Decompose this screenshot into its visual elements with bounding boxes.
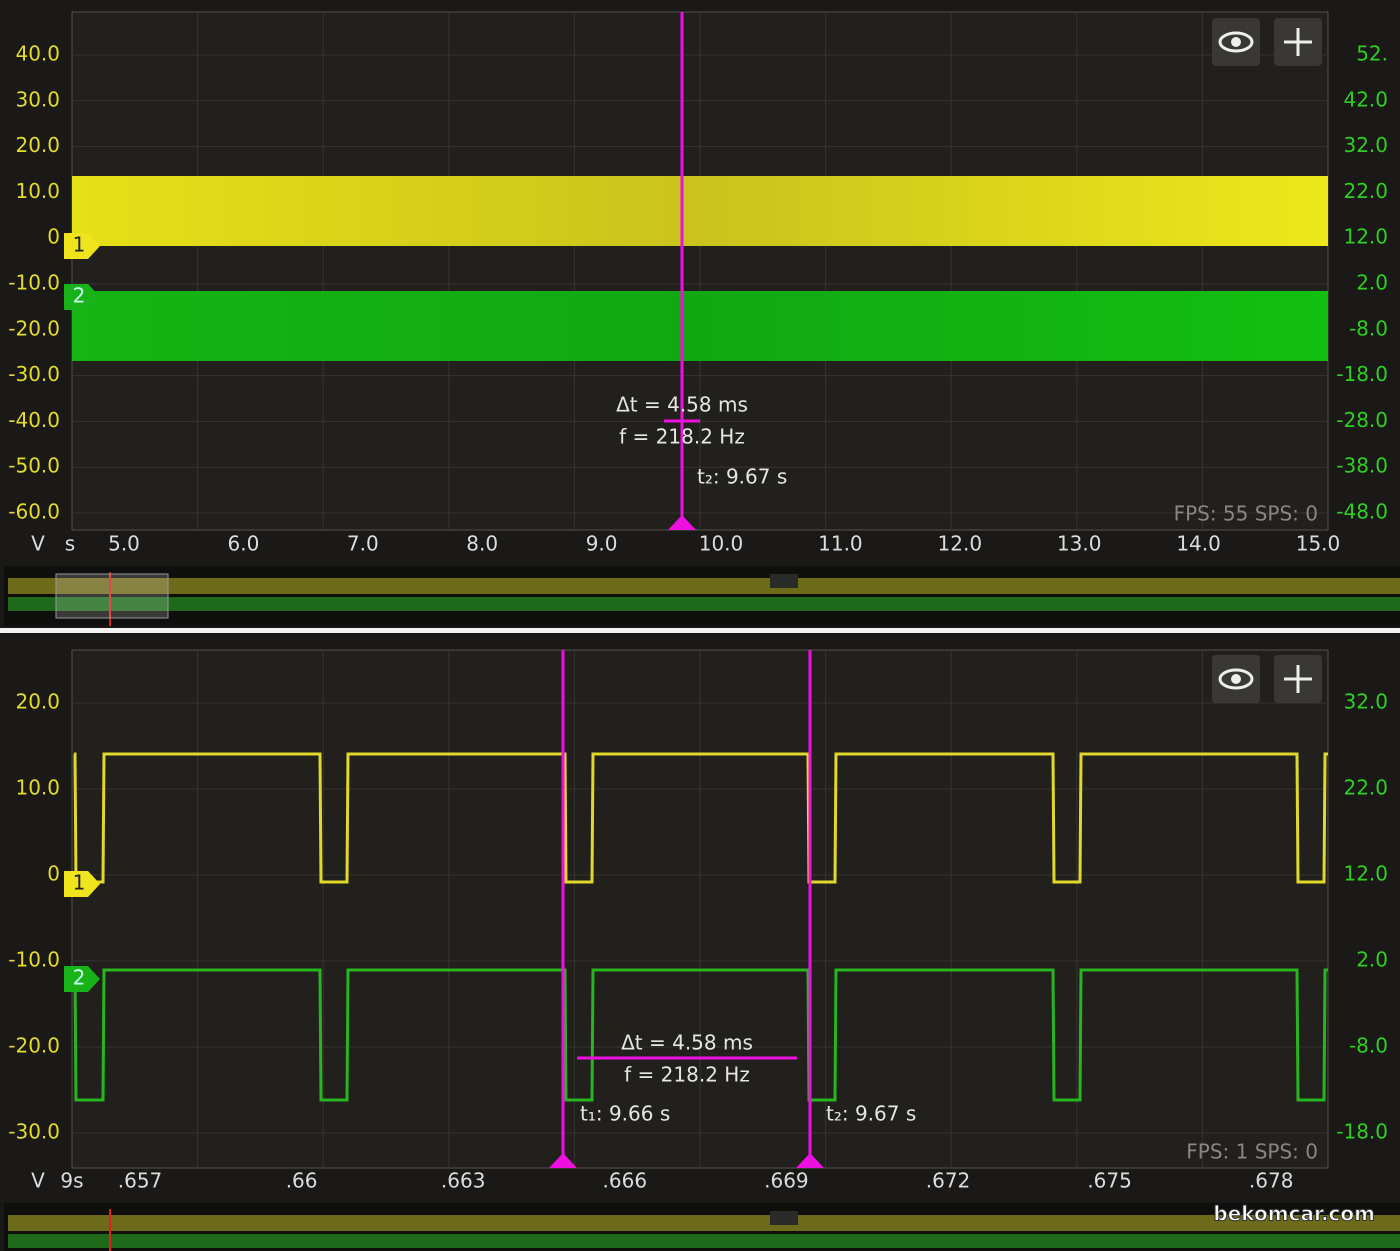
left-tick-label: 20.0 <box>15 690 60 714</box>
left-tick-label: 0 <box>47 862 60 886</box>
left-tick-label: 10.0 <box>15 179 60 203</box>
overview-yellow <box>8 1215 1400 1231</box>
right-tick-label: -48.0 <box>1336 500 1388 524</box>
x-tick-label: 12.0 <box>938 532 983 556</box>
overview-strip[interactable] <box>4 566 1400 626</box>
right-tick-label: -28.0 <box>1336 408 1388 432</box>
status: FPS: 1 SPS: 0 <box>1186 1140 1318 1164</box>
x-tick-label: 9.0 <box>586 532 618 556</box>
plus-icon <box>1284 665 1312 693</box>
channel-marker[interactable] <box>64 284 100 310</box>
left-tick-label: 30.0 <box>15 87 60 111</box>
x-tick-label: 7.0 <box>347 532 379 556</box>
divider <box>0 628 1400 633</box>
right-tick-label: 32.0 <box>1343 133 1388 157</box>
overview-yellow <box>8 578 1400 594</box>
channel-2-trace <box>72 291 1328 361</box>
frequency: f = 218.2 Hz <box>624 1063 750 1087</box>
x-tick-label: 15.0 <box>1296 532 1341 556</box>
x-tick-label: 6.0 <box>227 532 259 556</box>
x-tick-label: .666 <box>603 1169 648 1193</box>
channel-2-trace <box>73 968 1328 1102</box>
left-tick-label: -10.0 <box>8 271 60 295</box>
x-tick-label: .663 <box>441 1169 486 1193</box>
left-tick-label: 10.0 <box>15 776 60 800</box>
channel-marker-label: 2 <box>73 284 86 308</box>
cursor-handle[interactable] <box>549 1153 577 1168</box>
overview-green <box>8 597 1400 611</box>
right-tick-label: 32.0 <box>1343 690 1388 714</box>
plus-icon <box>1284 28 1312 56</box>
eye-icon <box>1218 31 1254 53</box>
x-tick-label: .66 <box>286 1169 318 1193</box>
left-tick-label: -50.0 <box>8 454 60 478</box>
x-tick-label: 11.0 <box>818 532 863 556</box>
right-tick-label: 2.0 <box>1356 271 1388 295</box>
x-tick-label: .678 <box>1249 1169 1294 1193</box>
delta-t: Δt = 4.58 ms <box>621 1031 753 1055</box>
eye-icon <box>1231 37 1241 47</box>
left-tick-label: 40.0 <box>15 42 60 66</box>
delta-t: Δt = 4.58 ms <box>616 393 748 417</box>
right-tick-label: -8.0 <box>1349 1034 1388 1058</box>
channel-marker-label: 1 <box>73 233 86 257</box>
unit-label: s <box>65 532 75 556</box>
left-tick-label: 20.0 <box>15 133 60 157</box>
x-tick-label: .675 <box>1087 1169 1132 1193</box>
channel-1-trace <box>73 752 1328 884</box>
left-tick-label: -10.0 <box>8 948 60 972</box>
frequency: f = 218.2 Hz <box>619 425 745 449</box>
overview-marker <box>770 574 798 588</box>
channel-marker-label: 1 <box>73 871 86 895</box>
cursor-handle[interactable] <box>796 1153 824 1168</box>
right-tick-label: -38.0 <box>1336 454 1388 478</box>
channel-marker-label: 2 <box>73 966 86 990</box>
channel-marker[interactable] <box>64 871 100 897</box>
right-tick-label: -8.0 <box>1349 316 1388 340</box>
cursor-handle[interactable] <box>668 515 696 530</box>
right-tick-label: -18.0 <box>1336 362 1388 386</box>
overview-marker <box>770 1211 798 1225</box>
eye-icon <box>1231 674 1241 684</box>
cursor-time: t₂: 9.67 s <box>826 1102 916 1126</box>
unit-label: V <box>31 532 45 556</box>
left-tick-label: -40.0 <box>8 408 60 432</box>
x-tick-label: 13.0 <box>1057 532 1102 556</box>
x-tick-label: .669 <box>764 1169 809 1193</box>
channel-marker[interactable] <box>64 966 100 992</box>
left-tick-label: -20.0 <box>8 316 60 340</box>
left-tick-label: -60.0 <box>8 500 60 524</box>
x-tick-label: 5.0 <box>108 532 140 556</box>
x-tick-label: 10.0 <box>699 532 744 556</box>
eye-icon <box>1218 668 1254 690</box>
right-tick-label: 22.0 <box>1343 179 1388 203</box>
right-tick-label: 42.0 <box>1343 87 1388 111</box>
cursor-time: t₂: 9.67 s <box>697 465 787 489</box>
channel-1-trace <box>72 176 1328 246</box>
channel-marker[interactable] <box>64 233 100 259</box>
right-tick-label: 12.0 <box>1343 862 1388 886</box>
x-tick-label: 8.0 <box>466 532 498 556</box>
right-tick-label: 12.0 <box>1343 225 1388 249</box>
left-tick-label: -20.0 <box>8 1034 60 1058</box>
right-tick-label: 2.0 <box>1356 948 1388 972</box>
right-tick-label: 52. <box>1356 42 1388 66</box>
x-tick-label: .657 <box>118 1169 163 1193</box>
right-tick-label: 22.0 <box>1343 776 1388 800</box>
left-tick-label: -30.0 <box>8 362 60 386</box>
left-tick-label: 0 <box>47 225 60 249</box>
unit-label: V <box>31 1169 45 1193</box>
right-tick-label: -18.0 <box>1336 1120 1388 1144</box>
unit-label: 9s <box>60 1169 83 1193</box>
overview-window[interactable] <box>55 573 169 619</box>
left-tick-label: -30.0 <box>8 1120 60 1144</box>
watermark: bekomcar.com <box>1213 1202 1375 1226</box>
cursor-time: t₁: 9.66 s <box>580 1102 670 1126</box>
status: FPS: 55 SPS: 0 <box>1174 502 1318 526</box>
overview-green <box>8 1234 1400 1248</box>
x-tick-label: 14.0 <box>1176 532 1221 556</box>
x-tick-label: .672 <box>926 1169 971 1193</box>
